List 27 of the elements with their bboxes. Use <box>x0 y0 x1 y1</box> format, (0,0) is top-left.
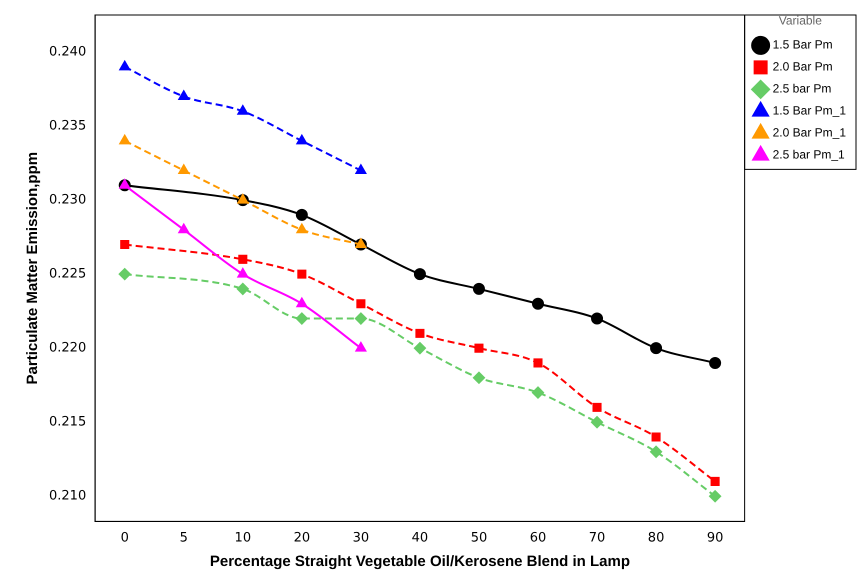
y-tick-label: 0.240 <box>49 44 86 60</box>
x-tick-label: 10 <box>234 530 252 546</box>
y-tick-label: 0.220 <box>49 340 86 356</box>
x-tick-label: 40 <box>412 530 428 546</box>
x-tick-label: 5 <box>180 530 188 546</box>
x-tick-label: 60 <box>530 530 546 546</box>
legend-title: Variable <box>778 13 822 28</box>
legend-label: 2.0 Bar Pm_1 <box>772 126 846 140</box>
x-tick-label: 30 <box>352 530 370 546</box>
x-tick-label: 80 <box>648 530 664 546</box>
x-tick-label: 70 <box>588 530 606 546</box>
y-axis-title: Particulate Matter Emission,ppm <box>24 152 42 384</box>
legend-label: 2.5 bar Pm <box>772 82 832 96</box>
y-tick-label: 0.215 <box>49 414 86 430</box>
legend-label: 1.5 Bar Pm <box>772 38 833 52</box>
x-axis-title: Percentage Straight Vegetable Oil/Kerosene Blend in Lamp <box>210 553 630 570</box>
y-tick-label: 0.225 <box>49 266 86 282</box>
y-tick-label: 0.230 <box>49 192 86 208</box>
x-tick-label: 90 <box>706 530 724 546</box>
y-tick-label: 0.235 <box>49 118 86 134</box>
x-tick-label: 50 <box>470 530 488 546</box>
legend-label: 1.5 Bar Pm_1 <box>772 104 846 118</box>
legend-label: 2.5 bar Pm_1 <box>772 148 845 162</box>
x-tick-label: 0 <box>120 530 129 546</box>
y-tick-label: 0.210 <box>49 488 86 504</box>
legend-label: 2.0 Bar Pm <box>772 60 833 74</box>
x-tick-label: 20 <box>294 530 310 546</box>
